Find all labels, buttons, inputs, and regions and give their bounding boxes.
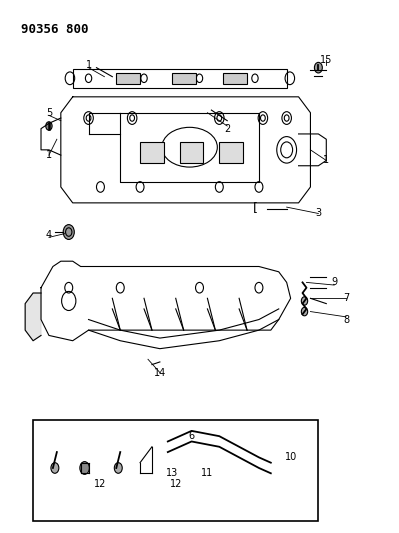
Text: 13: 13 — [166, 469, 178, 478]
Text: 14: 14 — [154, 368, 166, 377]
Text: 7: 7 — [343, 293, 349, 303]
Text: 12: 12 — [170, 479, 182, 489]
Text: 1: 1 — [85, 60, 92, 70]
Bar — [219, 142, 243, 163]
Text: 90356 800: 90356 800 — [21, 22, 89, 36]
Bar — [223, 73, 247, 84]
Circle shape — [80, 462, 89, 474]
Circle shape — [301, 308, 308, 316]
Circle shape — [301, 297, 308, 305]
Text: 10: 10 — [284, 453, 297, 463]
Circle shape — [46, 122, 52, 130]
Text: 4: 4 — [46, 230, 52, 240]
Text: 15: 15 — [320, 55, 332, 64]
Text: 8: 8 — [343, 314, 349, 325]
Bar — [73, 69, 286, 88]
Circle shape — [63, 224, 74, 239]
Bar — [116, 73, 140, 84]
Text: 12: 12 — [94, 479, 107, 489]
Text: 1: 1 — [323, 156, 329, 165]
Bar — [140, 142, 164, 163]
Circle shape — [314, 62, 322, 73]
Text: 9: 9 — [331, 277, 337, 287]
Text: 2: 2 — [224, 124, 230, 134]
Text: 11: 11 — [201, 469, 213, 478]
Bar — [172, 73, 196, 84]
Text: 3: 3 — [315, 208, 322, 219]
Polygon shape — [25, 293, 41, 341]
Bar — [180, 142, 203, 163]
Text: [: [ — [253, 201, 258, 214]
Text: 6: 6 — [188, 431, 195, 441]
Circle shape — [114, 463, 122, 473]
Text: 5: 5 — [46, 108, 52, 118]
Text: 1: 1 — [46, 150, 52, 160]
Circle shape — [51, 463, 59, 473]
